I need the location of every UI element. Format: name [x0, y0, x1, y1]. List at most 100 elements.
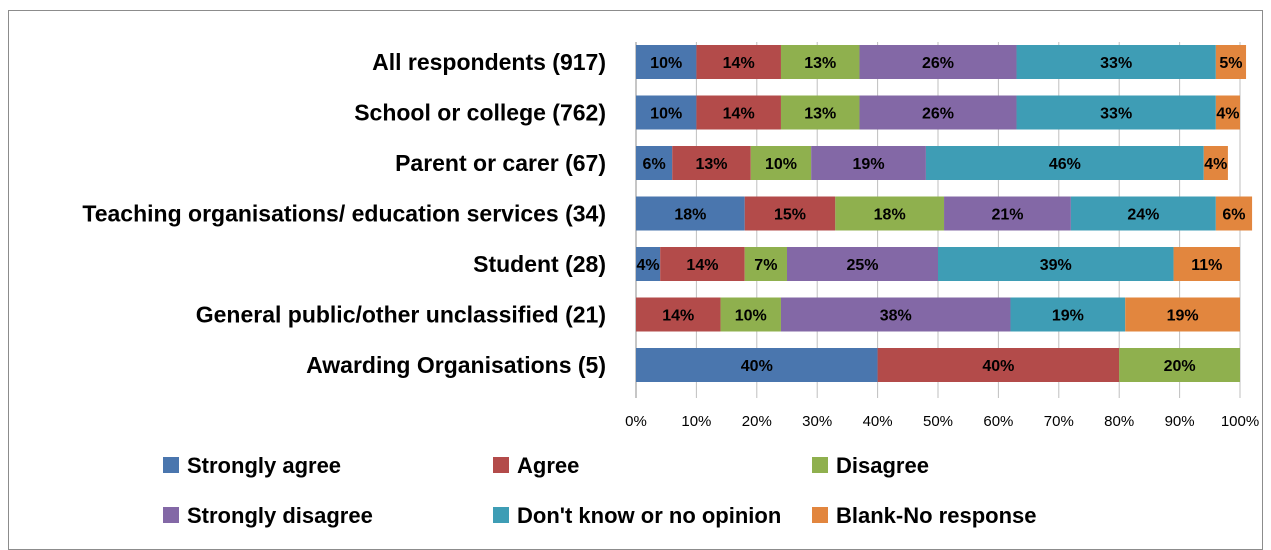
data-label: 14% [723, 106, 755, 123]
data-label: 39% [1040, 257, 1072, 274]
data-label: 6% [643, 156, 666, 173]
legend-label: Agree [517, 453, 579, 478]
bar-segment [1119, 348, 1240, 382]
legend-label: Strongly disagree [187, 503, 373, 528]
category-label: Parent or carer (67) [395, 150, 606, 176]
bar-segment [636, 45, 697, 79]
bar-segment [636, 146, 673, 180]
stacked-bar-chart: 0% 10% 20% 30% 40% 50% 60% 70% 80% 90% 100% All res… [82, 42, 1259, 528]
legend-swatch [493, 457, 509, 473]
bar-segment [859, 45, 1017, 79]
category-label: School or college (762) [354, 100, 606, 126]
legend-label: Strongly agree [187, 453, 341, 478]
bar-segment [835, 196, 945, 231]
x-tick-label: 30% [802, 413, 832, 430]
data-label: 7% [754, 257, 777, 274]
bar-segment [859, 95, 1017, 130]
bar-segment [720, 297, 781, 332]
bar-segment [944, 196, 1071, 231]
bar-segment [744, 247, 787, 281]
bar-segment [1125, 297, 1240, 332]
bar-segment [750, 146, 812, 180]
x-tick-label: 90% [1165, 413, 1195, 430]
data-label: 46% [1049, 156, 1081, 173]
x-tick-label: 40% [863, 413, 893, 430]
x-tick-label: 50% [923, 413, 953, 430]
bar-segment [925, 146, 1204, 180]
bar-segment [1215, 45, 1247, 79]
data-label: 40% [982, 358, 1014, 375]
bar-segment [780, 297, 1011, 332]
bar-segment [636, 247, 661, 281]
data-label: 13% [804, 106, 836, 123]
category-label: Awarding Organisations (5) [306, 352, 606, 378]
bar-segment [672, 146, 751, 180]
bar-segment [636, 348, 878, 382]
x-tick-label: 80% [1104, 413, 1134, 430]
bar-segment [787, 247, 938, 281]
x-tick-label: 60% [983, 413, 1013, 430]
bar-segment [696, 95, 781, 130]
legend-swatch [812, 507, 828, 523]
legend-label: Don't know or no opinion [517, 503, 781, 528]
data-label: 13% [695, 156, 727, 173]
legend-label: Disagree [836, 453, 929, 478]
data-label: 14% [662, 308, 694, 325]
data-label: 15% [774, 207, 806, 224]
data-label: 20% [1164, 358, 1196, 375]
data-label: 14% [723, 55, 755, 72]
data-label: 24% [1127, 207, 1159, 224]
data-label: 19% [1167, 308, 1199, 325]
x-tick-label: 0% [625, 413, 647, 430]
bar-segment [1173, 247, 1240, 281]
data-label: 10% [650, 55, 682, 72]
x-tick-label: 20% [742, 413, 772, 430]
data-label: 10% [765, 156, 797, 173]
bar-segment [1016, 95, 1216, 130]
data-label: 33% [1100, 55, 1132, 72]
bar-segment [811, 146, 926, 180]
category-label: Student (28) [473, 251, 606, 277]
bar-segment [780, 95, 860, 130]
data-label: 33% [1100, 106, 1132, 123]
data-label: 4% [1204, 156, 1227, 173]
bar-segment [636, 297, 721, 332]
legend-swatch [812, 457, 828, 473]
data-label: 38% [880, 308, 912, 325]
data-label: 19% [1052, 308, 1084, 325]
data-label: 11% [1191, 257, 1222, 274]
bar-segment [1016, 45, 1216, 79]
data-label: 21% [991, 207, 1023, 224]
bar-segment [636, 196, 745, 231]
data-label: 10% [735, 308, 767, 325]
data-label: 26% [922, 106, 954, 123]
bar-segment [1215, 95, 1240, 130]
data-label: 18% [874, 207, 906, 224]
category-label: General public/other unclassified (21) [196, 302, 606, 328]
x-tick-label: 10% [681, 413, 711, 430]
bar-segment [696, 45, 781, 79]
data-label: 13% [804, 55, 836, 72]
bar-segment [780, 45, 860, 79]
data-label: 10% [650, 106, 682, 123]
bar-segment [877, 348, 1120, 382]
x-tick-label: 70% [1044, 413, 1074, 430]
category-label: Teaching organisations/ education servic… [82, 201, 606, 227]
data-label: 25% [846, 257, 878, 274]
data-label: 40% [741, 358, 773, 375]
bar-segment [636, 95, 697, 130]
x-tick-label: 100% [1221, 413, 1259, 430]
legend-swatch [493, 507, 509, 523]
data-label: 19% [853, 156, 885, 173]
data-label: 18% [674, 207, 706, 224]
legend-swatch [163, 507, 179, 523]
bar-segment [1010, 297, 1126, 332]
bar-segment [938, 247, 1174, 281]
legend-swatch [163, 457, 179, 473]
data-label: 26% [922, 55, 954, 72]
bar-segment [1070, 196, 1216, 231]
bar-segment [1203, 146, 1228, 180]
data-label: 5% [1219, 55, 1242, 72]
data-label: 6% [1222, 207, 1245, 224]
bar-segment [660, 247, 745, 281]
